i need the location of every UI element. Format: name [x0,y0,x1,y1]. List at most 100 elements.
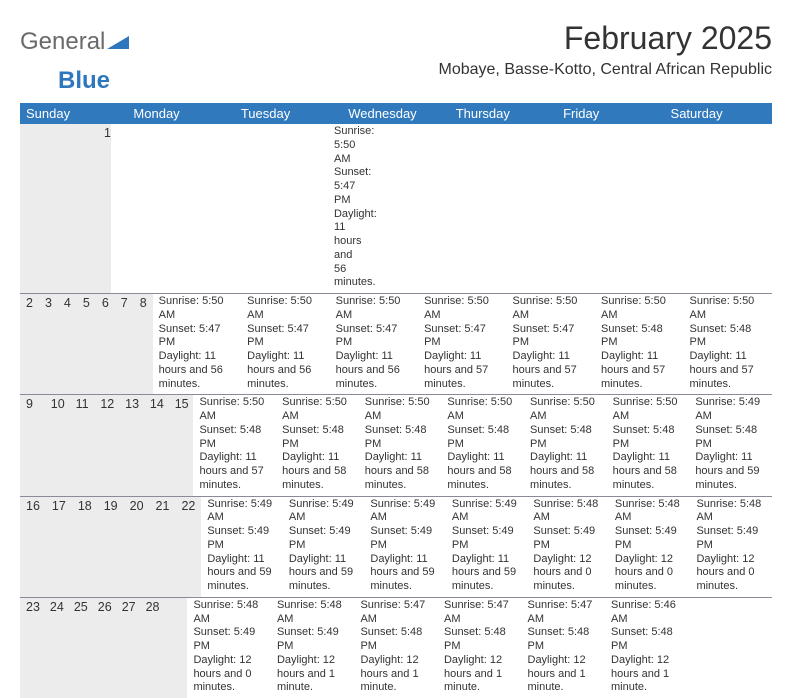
day-number: 10 [45,395,70,495]
day-cell: Sunrise: 5:50 AMSunset: 5:48 PMDaylight:… [524,395,607,495]
day-number: 22 [175,497,201,597]
day-number: 15 [169,395,194,495]
weekday-header-row: Sunday Monday Tuesday Wednesday Thursday… [20,103,772,124]
day-cell: Sunrise: 5:47 AMSunset: 5:48 PMDaylight:… [354,598,438,698]
day-cell: Sunrise: 5:50 AMSunset: 5:47 PMDaylight:… [418,294,506,394]
daylight-text: Daylight: 11 hours and 57 minutes. [601,350,677,391]
daylight-text: Daylight: 11 hours and 58 minutes. [282,451,353,492]
daylight-text: Daylight: 11 hours and 59 minutes. [695,451,766,492]
sunset-text: Sunset: 5:48 PM [199,424,270,452]
daylight-text: Daylight: 11 hours and 59 minutes. [370,553,440,594]
sunrise-text: Sunrise: 5:50 AM [447,396,518,424]
sunrise-text: Sunrise: 5:49 AM [695,396,766,424]
sunrise-text: Sunrise: 5:50 AM [282,396,353,424]
daylight-text: Daylight: 12 hours and 1 minute. [360,654,432,695]
day-number: 27 [116,598,140,698]
day-number: 28 [140,598,164,698]
sunset-text: Sunset: 5:48 PM [365,424,436,452]
sunset-text: Sunset: 5:49 PM [615,525,685,553]
day-number: 14 [144,395,169,495]
sunset-text: Sunset: 5:47 PM [247,323,323,351]
sunset-text: Sunset: 5:48 PM [360,626,432,654]
day-number: 20 [124,497,150,597]
day-cell [256,124,292,293]
day-cell: Sunrise: 5:48 AMSunset: 5:49 PMDaylight:… [527,497,609,597]
weekday-header: Tuesday [235,103,342,124]
day-detail-row: Sunrise: 5:49 AMSunset: 5:49 PMDaylight:… [201,497,772,597]
day-number: 11 [70,395,95,495]
sunset-text: Sunset: 5:48 PM [282,424,353,452]
sunrise-text: Sunrise: 5:46 AM [611,599,683,627]
sunrise-text: Sunrise: 5:47 AM [528,599,600,627]
sunset-text: Sunset: 5:48 PM [695,424,766,452]
sunrise-text: Sunrise: 5:48 AM [615,498,685,526]
day-cell: Sunrise: 5:48 AMSunset: 5:49 PMDaylight:… [690,497,772,597]
daylight-text: Daylight: 12 hours and 0 minutes. [193,654,265,695]
daylight-text: Daylight: 12 hours and 1 minute. [611,654,683,695]
week-row: 16171819202122Sunrise: 5:49 AMSunset: 5:… [20,497,772,598]
weekday-header: Friday [557,103,664,124]
day-number: 8 [134,294,153,394]
daylight-text: Daylight: 12 hours and 0 minutes. [615,553,685,594]
day-cell [183,124,219,293]
day-number: 5 [77,294,96,394]
day-number: 6 [96,294,115,394]
day-cell: Sunrise: 5:50 AMSunset: 5:47 PMDaylight:… [153,294,241,394]
day-number: 18 [72,497,98,597]
day-cell: Sunrise: 5:50 AMSunset: 5:48 PMDaylight:… [441,395,524,495]
daylight-text: Daylight: 11 hours and 58 minutes. [447,451,518,492]
day-number: 23 [20,598,44,698]
sunrise-text: Sunrise: 5:50 AM [601,295,677,323]
logo-word-general: General [20,28,105,56]
week-row: 1Sunrise: 5:50 AMSunset: 5:47 PMDaylight… [20,124,772,294]
day-number: 7 [115,294,134,394]
title-block: February 2025 Mobaye, Basse-Kotto, Centr… [439,12,773,85]
sunrise-text: Sunrise: 5:50 AM [689,295,765,323]
sunset-text: Sunset: 5:49 PM [370,525,440,553]
day-cell: Sunrise: 5:48 AMSunset: 5:49 PMDaylight:… [187,598,271,698]
daylight-text: Daylight: 11 hours and 59 minutes. [452,553,522,594]
week-row: 2345678 Sunrise: 5:50 AM Sunset: 5:47 PM Da… [20,294,772,395]
sunrise-text: Sunrise: 5:48 AM [193,599,265,627]
daylight-text: Daylight: 11 hours and 59 minutes. [207,553,277,594]
daylight-text: Daylight: 12 hours and 0 minutes. [696,553,766,594]
day-cell: Sunrise: 5:50 AMSunset: 5:48 PMDaylight:… [595,294,683,394]
sunrise-text: Sunrise: 5:48 AM [533,498,603,526]
day-detail-row: Sunrise: 5:48 AMSunset: 5:49 PMDaylight:… [187,598,772,698]
day-cell: Sunrise: 5:50 AMSunset: 5:48 PMDaylight:… [607,395,690,495]
day-number-row: 232425262728 [20,598,187,698]
sunrise-text: Sunrise: 5:50 AM [513,295,589,323]
day-cell: Sunrise: 5:49 AMSunset: 5:48 PMDaylight:… [689,395,772,495]
sunrise-text: Sunrise: 5:49 AM [289,498,359,526]
sunset-text: Sunset: 5:49 PM [533,525,603,553]
weekday-header: Thursday [450,103,557,124]
day-number: 2 [20,294,39,394]
month-title: February 2025 [439,20,773,57]
day-cell: Sunrise: 5:50 AMSunset: 5:47 PMDaylight:… [507,294,595,394]
sunset-text: Sunset: 5:49 PM [277,626,349,654]
day-number: 25 [68,598,92,698]
daylight-text: Daylight: 11 hours and 58 minutes. [530,451,601,492]
day-cell [111,124,147,293]
daylight-text: Daylight: 11 hours and 59 minutes. [289,553,359,594]
day-detail-row: Sunrise: 5:50 AM Sunset: 5:47 PM Daylight:… [153,294,772,394]
sunset-text: Sunset: 5:48 PM [689,323,765,351]
sunset-text: Sunset: 5:47 PM [159,323,235,351]
sunrise-text: Sunrise: 5:50 AM [613,396,684,424]
daylight-text: Daylight: 12 hours and 1 minute. [528,654,600,695]
logo-triangle-icon [107,28,129,56]
sunset-text: Sunset: 5:48 PM [530,424,601,452]
day-number [59,124,72,293]
sunrise-text: Sunrise: 5:50 AM [334,125,358,166]
sunset-text: Sunset: 5:49 PM [696,525,766,553]
logo: General [20,12,129,56]
day-number-row: 2345678 [20,294,153,394]
location: Mobaye, Basse-Kotto, Central African Rep… [439,61,773,79]
sunset-text: Sunset: 5:49 PM [193,626,265,654]
sunrise-text: Sunrise: 5:49 AM [452,498,522,526]
sunrise-text: Sunrise: 5:50 AM [336,295,412,323]
calendar: Sunday Monday Tuesday Wednesday Thursday… [20,103,772,698]
day-number: 12 [94,395,119,495]
day-cell: Sunrise: 5:50 AMSunset: 5:47 PMDaylight:… [328,124,364,293]
day-number [85,124,98,293]
